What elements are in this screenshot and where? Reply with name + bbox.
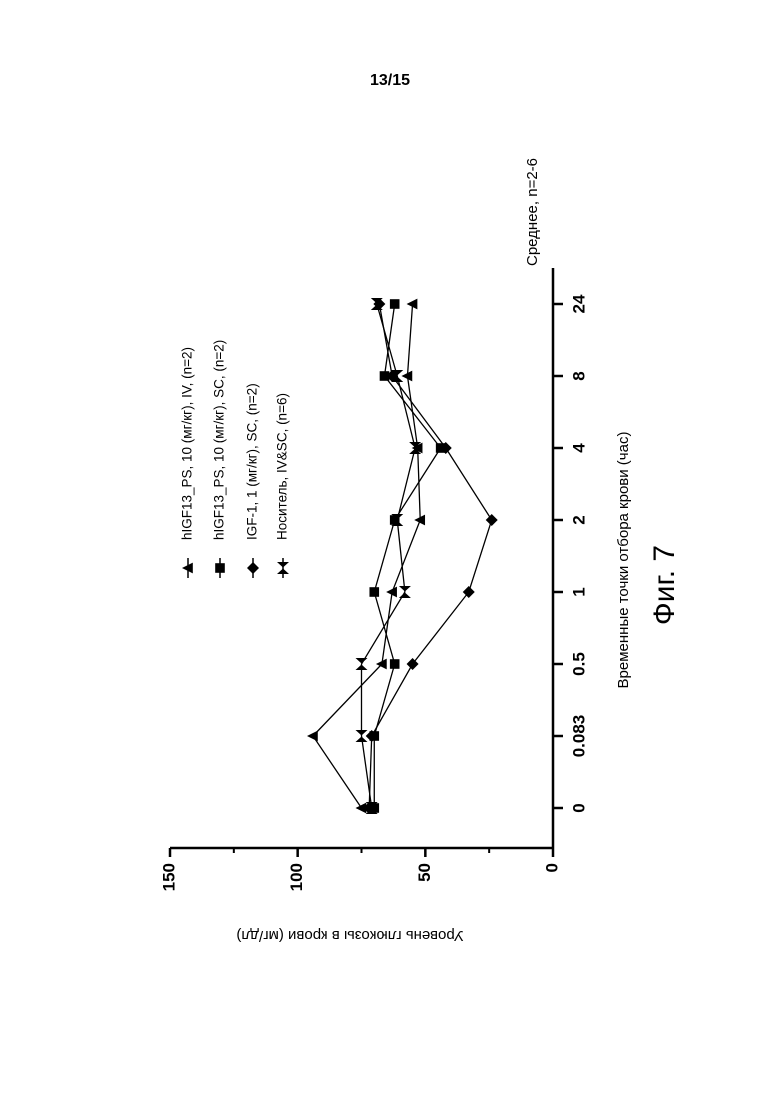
legend-label: hIGF13_PS, 10 (мг/кг), IV, (n=2) bbox=[180, 347, 195, 540]
legend-marker bbox=[277, 562, 289, 574]
data-point bbox=[390, 299, 400, 309]
data-point bbox=[307, 731, 318, 742]
figure-caption: Фиг. 7 bbox=[648, 525, 682, 645]
legend-label: hIGF13_PS, 10 (мг/кг), SC, (n=2) bbox=[212, 340, 227, 540]
value-tick-label: 100 bbox=[287, 863, 306, 891]
time-tick-label: 24 bbox=[569, 294, 588, 313]
chart-plot-area: 0 50 100 150 Уровень глюкозы в крови (мг/дл)… bbox=[159, 158, 631, 944]
time-tick-label: 0.083 bbox=[569, 715, 588, 758]
time-tick-label: 0.5 bbox=[569, 652, 588, 676]
time-axis-title: Временные точки отбора крови (час) bbox=[615, 432, 632, 689]
legend-marker bbox=[247, 562, 259, 574]
data-point bbox=[463, 586, 475, 598]
data-point bbox=[407, 658, 419, 670]
legend-marker bbox=[215, 563, 225, 573]
legend-label: Носитель, IV&SC, (n=6) bbox=[275, 393, 290, 540]
data-point bbox=[390, 659, 400, 669]
time-tick-label: 2 bbox=[569, 515, 588, 524]
legend-label: IGF-1, 1 (мг/кг), SC, (n=2) bbox=[245, 383, 260, 540]
chart-annotation: Среднее, n=2-6 bbox=[524, 158, 541, 266]
value-tick-label: 150 bbox=[159, 863, 178, 891]
time-tick-label: 4 bbox=[569, 443, 588, 453]
data-point bbox=[486, 514, 498, 526]
time-tick-label: 8 bbox=[569, 371, 588, 380]
series-line bbox=[313, 304, 420, 808]
time-tick-label: 0 bbox=[569, 803, 588, 812]
time-tick-label: 1 bbox=[569, 587, 588, 596]
data-point bbox=[399, 586, 411, 598]
data-point bbox=[401, 371, 412, 382]
value-axis-title: Уровень глюкозы в крови (мг/дл) bbox=[236, 927, 463, 944]
value-tick-label: 0 bbox=[542, 863, 561, 872]
data-point bbox=[369, 587, 379, 597]
data-point bbox=[356, 658, 368, 670]
data-point bbox=[356, 730, 368, 742]
value-tick-label: 50 bbox=[415, 863, 434, 882]
